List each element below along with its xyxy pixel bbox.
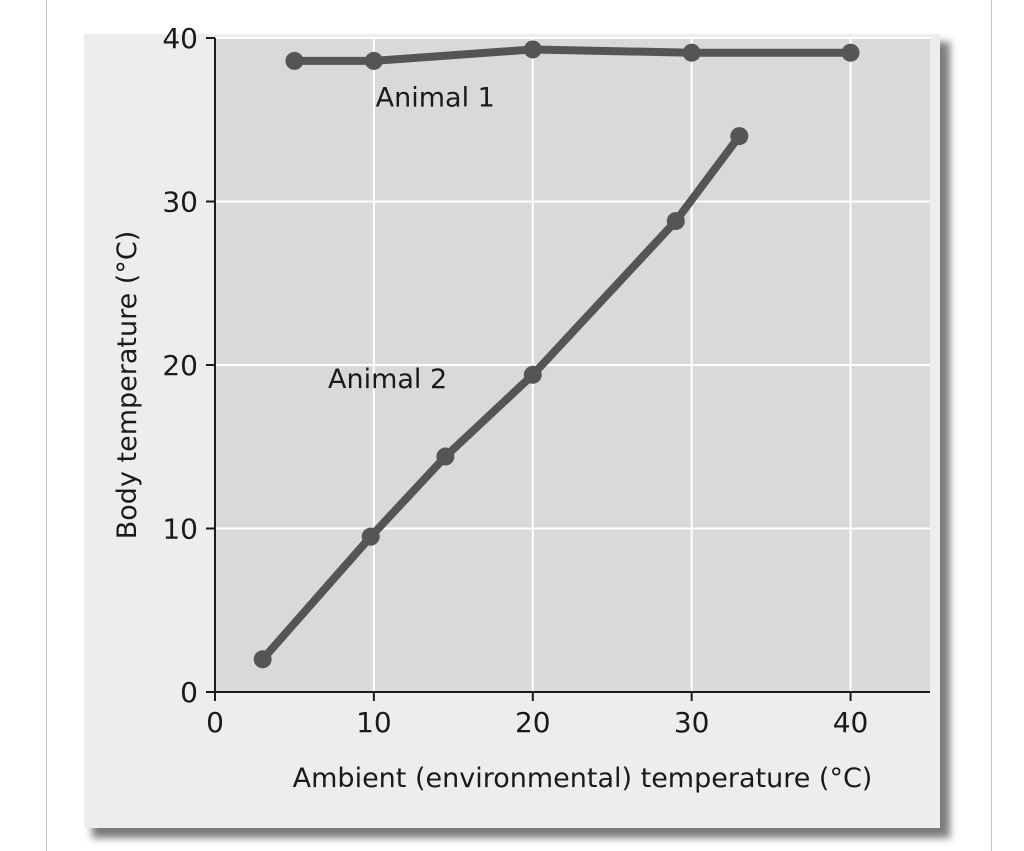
x-tick-label-40: 40 [833, 706, 869, 739]
y-axis-ticks: 0 10 20 30 40 [162, 22, 215, 709]
y-tick-label-30: 30 [162, 186, 198, 219]
series-1-point-5 [841, 43, 860, 62]
series-2-point-6 [730, 127, 749, 146]
series-2-point-4 [523, 365, 542, 384]
grid-lines [215, 37, 930, 692]
y-axis-title: Body temperature (°C) [112, 231, 143, 539]
y-tick-label-40: 40 [162, 22, 198, 55]
series-1-point-2 [364, 51, 383, 70]
series-2-point-3 [436, 447, 455, 466]
series-2-point-1 [253, 650, 272, 669]
series-1-point-4 [682, 43, 701, 62]
page-border-right [991, 0, 992, 851]
x-axis-title: Ambient (environmental) temperature (°C) [293, 763, 873, 794]
y-tick-label-10: 10 [162, 513, 198, 546]
series-1-label: Animal 1 [376, 83, 495, 114]
y-tick-label-0: 0 [180, 676, 198, 709]
series-labels: Animal 1 Animal 2 [328, 83, 495, 395]
series-2-label: Animal 2 [328, 364, 447, 395]
x-tick-label-10: 10 [356, 706, 392, 739]
page-border-left [46, 0, 47, 851]
x-tick-label-20: 20 [515, 706, 551, 739]
x-axis-ticks: 0 10 20 30 40 [206, 692, 868, 739]
y-tick-label-20: 20 [162, 349, 198, 382]
series-1-point-1 [285, 51, 304, 70]
x-tick-label-30: 30 [674, 706, 710, 739]
series-1 [285, 40, 860, 70]
series-2 [253, 127, 749, 669]
series-1-point-3 [523, 40, 542, 59]
series-2-point-2 [361, 527, 380, 546]
series-layer [253, 40, 860, 669]
series-2-point-5 [666, 212, 685, 231]
x-tick-label-0: 0 [206, 706, 224, 739]
series-2-line [258, 132, 744, 664]
